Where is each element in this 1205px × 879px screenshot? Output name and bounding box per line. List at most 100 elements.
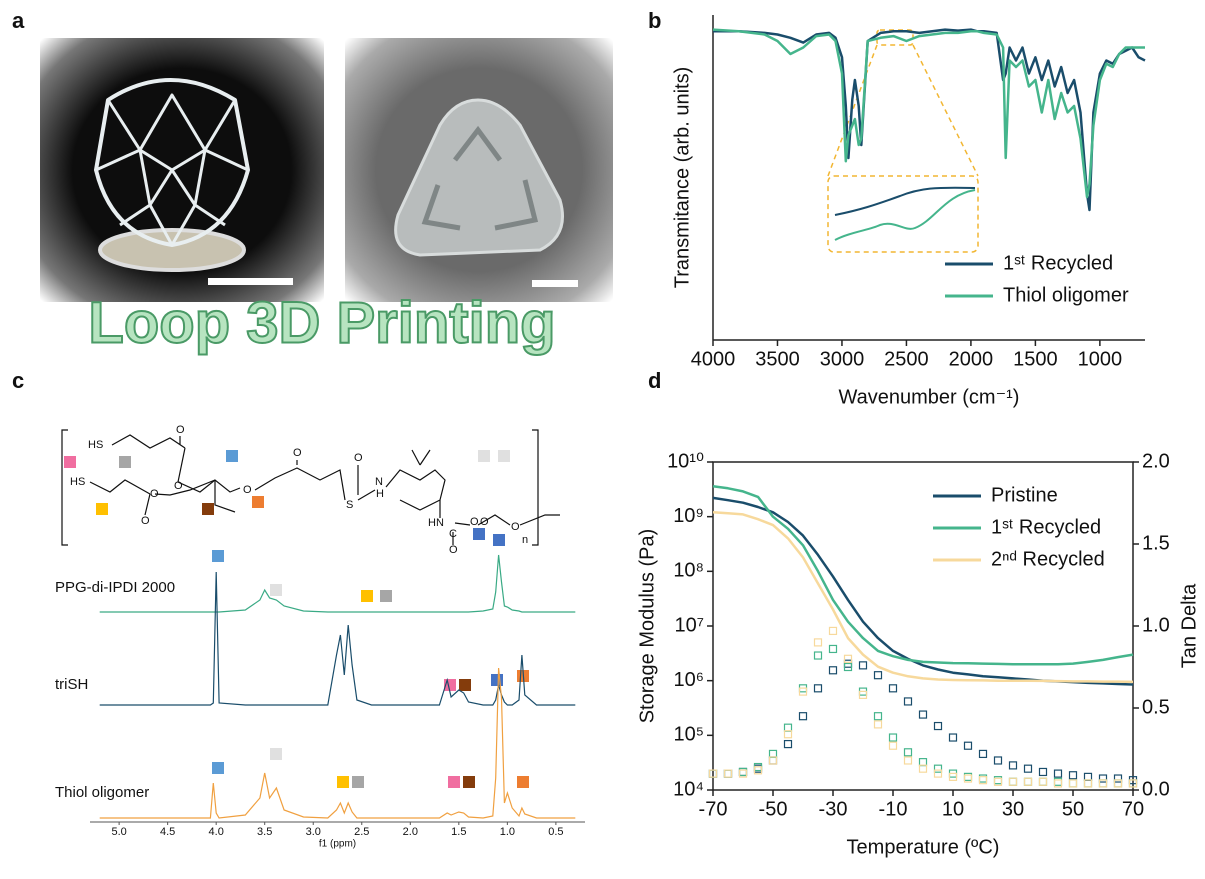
marker [463,776,475,788]
panel-label: a [12,8,25,33]
bracket [532,430,538,545]
tan-delta-point [1025,765,1032,772]
tan-delta-point [785,741,792,748]
x-tick-label: -70 [699,798,728,820]
tan-delta-point [920,765,927,772]
x-tick-label: 3500 [755,348,800,370]
body: a b c d Loop 3D Printing HS O O HS O O O… [0,0,1205,879]
y-axis-label: Storage Modulus (Pa) [636,529,658,724]
banner: Loop 3D Printing [88,290,555,355]
tan-delta-point [1115,775,1122,782]
x-axis-label: Wavenumber (cm⁻¹) [839,386,1020,408]
spectrum-trace [100,668,576,818]
tan-delta-point [815,639,822,646]
legend-label: Pristine [991,484,1058,506]
tan-delta-point [1085,780,1092,787]
marker [337,776,349,788]
y-tick-label: 10⁶ [674,669,704,691]
tan-delta-point [890,734,897,741]
atom: C [449,528,457,540]
atom: HS [88,439,103,451]
x-tick-label: 70 [1122,798,1144,820]
atom: n [522,534,528,546]
panel-label: d [648,368,661,393]
tan-delta-point [890,742,897,749]
atom: O [174,480,183,492]
y-tick-label: 10⁴ [673,778,704,800]
figure: a b c d Loop 3D Printing HS O O HS O O O… [0,0,1205,879]
bracket [62,430,68,545]
inset-connector [913,45,978,176]
tan-delta-point [725,770,732,777]
tan-delta-point [815,685,822,692]
tan-delta-point [830,645,837,652]
y-tick-label: 10¹⁰ [667,450,704,472]
tan-delta-point [905,749,912,756]
tan-delta-point [770,750,777,757]
tan-delta-point [935,723,942,730]
marker [119,456,131,468]
atom: O [511,521,520,533]
x-tick-label: -10 [879,798,908,820]
atom: O [141,515,150,527]
tan-delta-point [800,713,807,720]
panel-label: b [648,8,661,33]
trace-label: PPG-di-IPDI 2000 [55,579,175,596]
tan-delta-point [875,713,882,720]
tan-delta-point [1085,780,1092,787]
tan-delta-point [1115,780,1122,787]
tan-delta-point [830,667,837,674]
tan-delta-point [725,770,732,777]
tan-delta-point [1010,778,1017,785]
page: Figure {"panels": ["a", "b", "c", "d"], … [0,0,1205,879]
x-tick-label: 4.5 [160,826,175,838]
tan-delta-point [1070,780,1077,787]
x-tick-label: 2.0 [403,826,418,838]
marker [226,450,238,462]
y2-tick-label: 0.0 [1142,778,1170,800]
tan-delta-point [1100,780,1107,787]
tan-delta-point [1115,780,1122,787]
x-tick-label: 2500 [884,348,929,370]
atom: O [293,447,302,459]
x-tick-label: 1000 [1078,348,1123,370]
tan-delta-point [1025,778,1032,785]
atom: O [449,544,458,556]
marker [493,534,505,546]
tan-delta-point [785,724,792,731]
marker [478,450,490,462]
tan-delta-point [830,627,837,634]
y2-tick-label: 1.0 [1142,614,1170,636]
atom: O [243,484,252,496]
series-line [713,30,1145,210]
marker [96,503,108,515]
tan-delta-point [1010,778,1017,785]
tan-delta-point [1070,780,1077,787]
marker [361,590,373,602]
atom: HS [70,476,85,488]
tan-delta-point [905,698,912,705]
atom: O [150,488,159,500]
tan-delta-point [1040,778,1047,785]
marker [202,503,214,515]
atom: O [354,452,363,464]
tan-delta-point [1100,780,1107,787]
x-tick-label: 0.5 [548,826,563,838]
tan-delta-point [725,770,732,777]
marker [270,584,282,596]
x-tick-label: 4.0 [209,826,224,838]
x-tick-label: 2000 [949,348,994,370]
tan-delta-point [1085,773,1092,780]
x-tick-label: -50 [759,798,788,820]
tan-delta-point [1040,768,1047,775]
tan-delta-point [785,731,792,738]
scale-bar [532,280,578,287]
y-tick-label: 10⁷ [675,614,704,636]
legend-label: 1ˢᵗ Recycled [1003,252,1113,274]
panel-label: c [12,368,24,393]
plot-frame [713,462,1133,790]
tan-delta-point [845,655,852,662]
tan-delta-point [875,672,882,679]
tan-delta-point [920,759,927,766]
inset-curve [835,188,975,215]
